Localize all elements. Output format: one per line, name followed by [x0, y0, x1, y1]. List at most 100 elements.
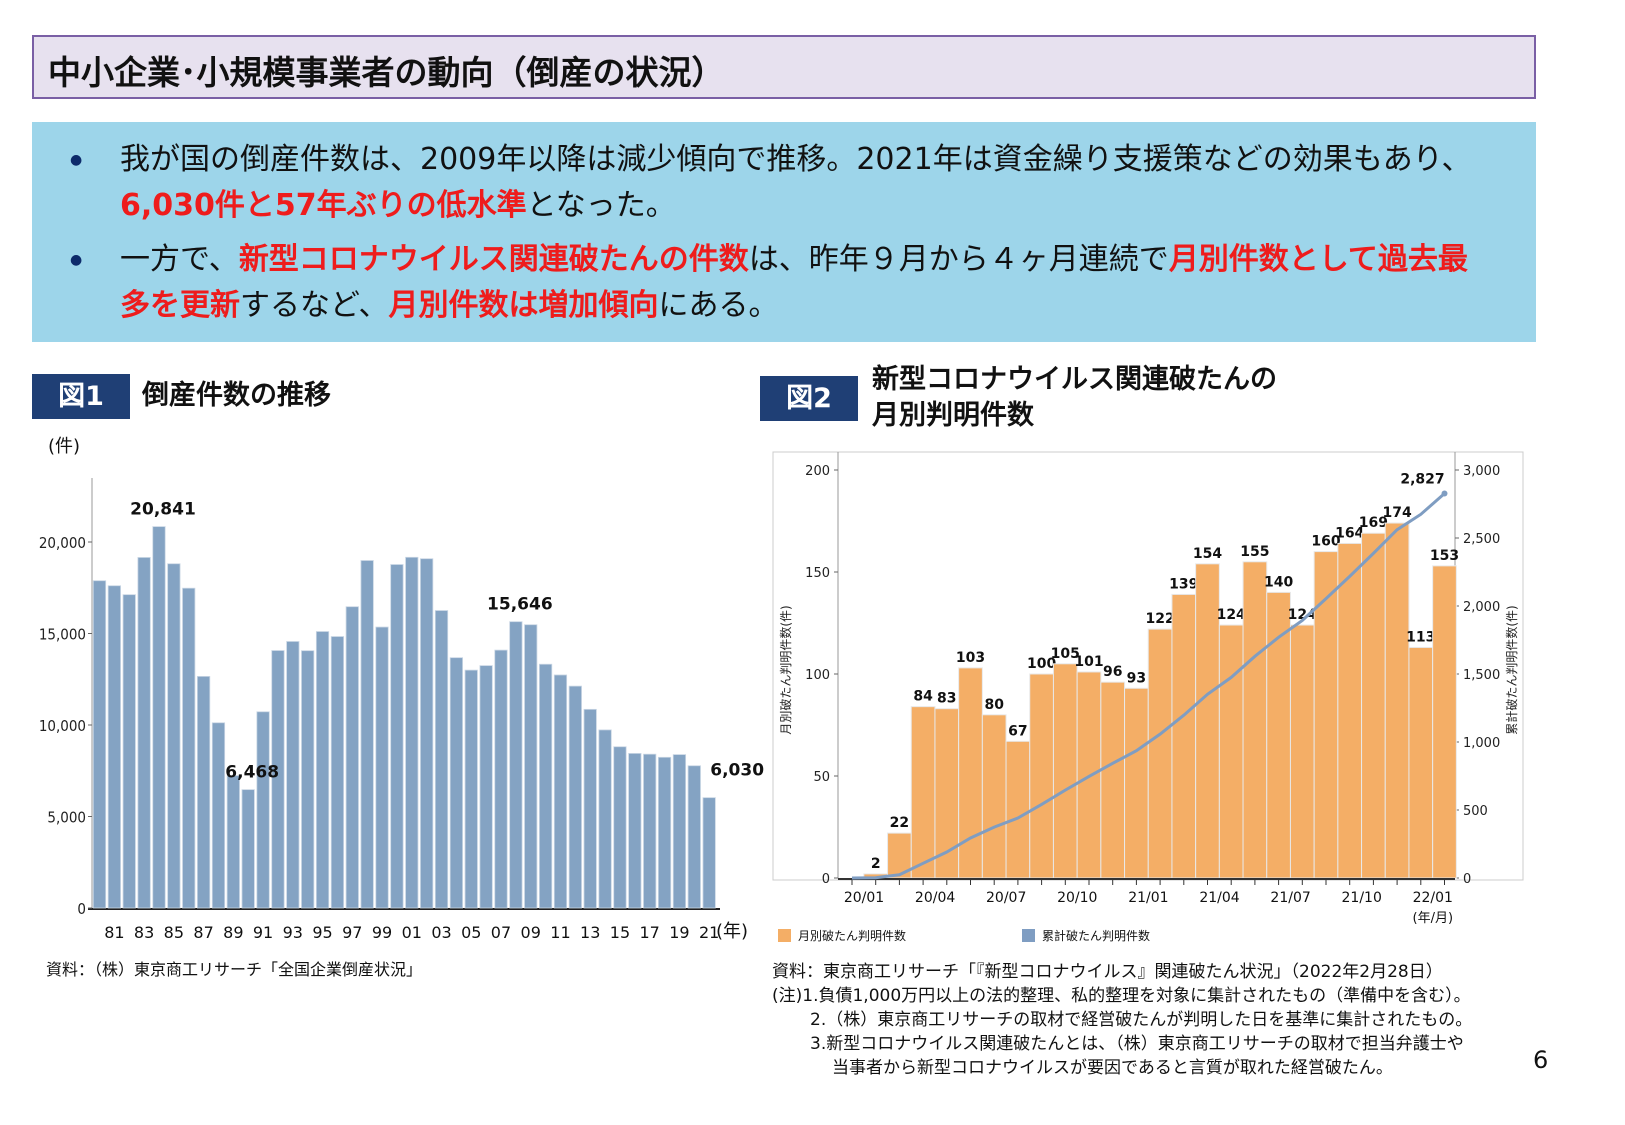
cumulative-line [851, 492, 1446, 880]
figure-2-title-line: 新型コロナウイルス関連破たんの [872, 364, 1277, 395]
right-tick-label: 2,000 [1463, 600, 1500, 615]
x-tick-label: 93 [283, 923, 303, 942]
bar-20/08 [1005, 740, 1031, 879]
bar-2007 [494, 649, 508, 909]
x-axis-unit: (年/月) [1413, 911, 1454, 926]
x-tick-label: 03 [431, 923, 451, 942]
right-axis-label: 累計破たん判明件数(件) [1504, 605, 1519, 734]
left-tick-label: 200 [805, 464, 830, 479]
bar-1998 [360, 560, 374, 909]
bar-value-label: 122 [1145, 611, 1174, 627]
right-tick-label: 3,000 [1463, 464, 1500, 479]
x-tick-label: 21/04 [1199, 890, 1239, 906]
bar-1982 [122, 594, 136, 909]
y-tick-label: 5,000 [47, 810, 86, 827]
data-label: 6,030 [710, 761, 764, 781]
bar-2021 [702, 797, 716, 909]
bar-20/06 [958, 667, 983, 879]
right-tick-label: 1,500 [1463, 668, 1500, 683]
legend-swatch [1022, 929, 1035, 942]
x-tick-label: 20/04 [915, 890, 955, 906]
figure-2-source: 資料：東京商工リサーチ「『新型コロナウイルス』関連破たん状況」（2022年2月2… [772, 962, 1443, 982]
x-tick-label: 09 [521, 923, 541, 942]
bar-1984 [152, 526, 166, 909]
x-tick-label: 97 [342, 923, 362, 942]
bar-2004 [449, 657, 463, 909]
bullet-text: するなど、 [240, 288, 389, 323]
bar-1999 [375, 626, 389, 909]
bar-value-label: 113 [1406, 629, 1435, 645]
x-tick-label: 21 [699, 923, 719, 942]
right-tick-label: 0 [1463, 872, 1471, 887]
bar-1986 [182, 587, 196, 909]
figure-2-title-line: 月別判明件数 [872, 400, 1034, 431]
bar-2011 [553, 674, 568, 909]
x-tick-label: 91 [253, 923, 273, 942]
legend-label: 累計破たん判明件数 [1042, 928, 1150, 943]
bar-2010 [539, 663, 553, 909]
bar-21/07 [1266, 591, 1291, 879]
bar-value-label: 124 [1217, 607, 1246, 623]
figure-2-note: 3.新型コロナウイルス関連破たんとは、（株）東京商工リサーチの取材で担当弁護士や [810, 1034, 1464, 1054]
bar-2008 [509, 621, 523, 909]
bar-value-label: 83 [937, 691, 956, 707]
bar-value-label: 80 [984, 697, 1004, 713]
bullet-icon: ● [70, 152, 83, 168]
cumulative-end-label: 2,827 [1400, 472, 1444, 488]
x-tick-label: 21/01 [1128, 890, 1168, 906]
bar-22/02 [1432, 565, 1457, 879]
left-axis-label: 月別破たん判明件数(件) [778, 605, 793, 734]
bar-21/10 [1337, 542, 1363, 879]
bar-value-label: 101 [1074, 654, 1103, 670]
bar-21/06 [1242, 561, 1268, 879]
bar-2005 [464, 669, 478, 909]
bar-value-label: 22 [890, 815, 909, 831]
data-label: 20,841 [130, 500, 196, 520]
x-tick-label: 17 [640, 923, 660, 942]
bar-2012 [568, 685, 582, 909]
data-label: 15,646 [487, 595, 553, 615]
summary-box: ● 我が国の倒産件数は、2009年以降は減少傾向で推移。2021年は資金繰り支援… [32, 122, 1536, 342]
right-tick-label: 2,500 [1463, 532, 1500, 547]
page-title: 中小企業･小規模事業者の動向（倒産の状況） [48, 53, 725, 92]
bar-1988 [211, 722, 226, 909]
bar-1994 [301, 650, 315, 909]
x-tick-label: 87 [193, 923, 213, 942]
y-tick-label: 10,000 [39, 718, 86, 735]
figure-1-source: 資料：（株）東京商工リサーチ「全国企業倒産状況」 [46, 960, 423, 979]
bar-value-label: 160 [1311, 534, 1340, 550]
x-tick-label: 22/01 [1413, 890, 1453, 906]
bar-1981 [107, 585, 121, 909]
bar-2000 [390, 564, 404, 909]
bar-value-label: 105 [1051, 646, 1080, 662]
bankruptcy-count-chart: (件) 0 5,000 10,000 15,000 20,000 81 83 85 87 89 91 9… [39, 436, 764, 942]
left-tick-label: 100 [805, 668, 830, 683]
bar-1987 [196, 676, 211, 909]
x-tick-label: 20/01 [844, 890, 884, 906]
bar-value-label: 67 [1008, 723, 1027, 739]
bar-21/08 [1289, 624, 1315, 879]
x-tick-label: 21/10 [1342, 890, 1382, 906]
x-tick-label: 01 [402, 923, 422, 942]
bar-2015 [613, 746, 627, 909]
bar-21/12 [1384, 522, 1410, 879]
legend-label: 月別破たん判明件数 [798, 928, 906, 943]
bar-1985 [167, 563, 181, 909]
x-tick-label: 21/07 [1270, 890, 1310, 906]
page-number: 6 [1533, 1046, 1549, 1074]
bar-value-label: 103 [956, 650, 985, 666]
figure-2-note: 2.（株）東京商工リサーチの取材で経営破たんが判明した日を基準に集計されたもの。 [810, 1010, 1473, 1030]
bullet-emphasis: 新型コロナウイルス関連破たんの件数 [238, 242, 749, 277]
bar-value-label: 100 [1027, 656, 1056, 672]
bar-value-label: 140 [1264, 574, 1293, 590]
bar-2020 [687, 765, 701, 909]
bar-1992 [271, 650, 285, 909]
covid-bankruptcy-chart: 0 50 100 150 200 0 500 1,000 1,500 2,000 2,500 3,00… [772, 451, 1524, 943]
bar-21/02 [1147, 628, 1173, 879]
bar-20/07 [981, 714, 1007, 879]
x-tick-label: 83 [134, 923, 154, 942]
x-tick-label: 20/10 [1057, 890, 1097, 906]
bar-value-label: 154 [1193, 546, 1222, 562]
bar-value-label: 169 [1359, 515, 1388, 531]
x-tick-label: 05 [461, 923, 481, 942]
